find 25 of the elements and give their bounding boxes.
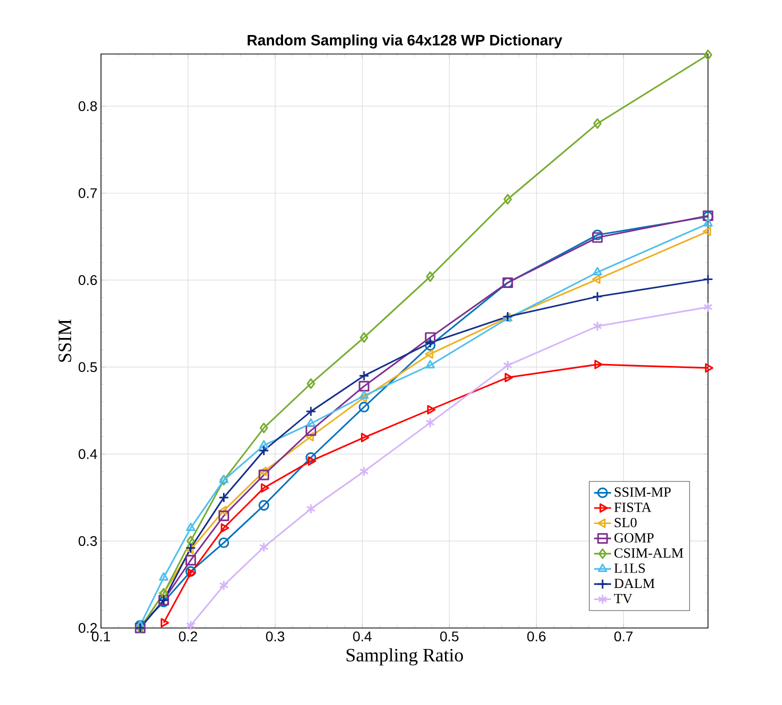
x-tick-label: 0.7 <box>614 631 633 642</box>
y-tick-label: 0.6 <box>78 275 97 286</box>
chart-title: Random Sampling via 64x128 WP Dictionary <box>248 34 562 48</box>
legend-label: DALM <box>614 578 655 588</box>
y-tick-label: 0.3 <box>78 536 97 546</box>
y-tick-label: 0.2 <box>78 623 97 633</box>
x-tick-label: 0.2 <box>178 631 198 642</box>
y-tick-label: 0.5 <box>78 362 97 372</box>
x-tick-label: 0.3 <box>266 631 284 642</box>
y-tick-label: 0.4 <box>78 449 98 459</box>
legend-label: L1LS <box>614 564 645 573</box>
y-tick-label: 0.8 <box>78 101 97 112</box>
x-tick-label: 0.6 <box>527 631 546 642</box>
x-tick-label: 0.1 <box>92 631 110 642</box>
legend-label: SL0 <box>614 518 637 528</box>
legend-label: SSIM-MP <box>614 487 671 497</box>
x-axis-title: Sampling Ratio <box>346 648 463 666</box>
legend-label: FISTA <box>614 502 652 512</box>
y-axis-title: SSIM <box>58 319 72 362</box>
x-tick-label: 0.5 <box>440 631 458 642</box>
legend-label: CSIM-ALM <box>614 548 684 558</box>
y-tick-label: 0.7 <box>78 188 97 198</box>
legend-label: GOMP <box>614 533 654 542</box>
x-tick-label: 0.4 <box>353 631 372 642</box>
legend-label: TV <box>614 594 632 604</box>
